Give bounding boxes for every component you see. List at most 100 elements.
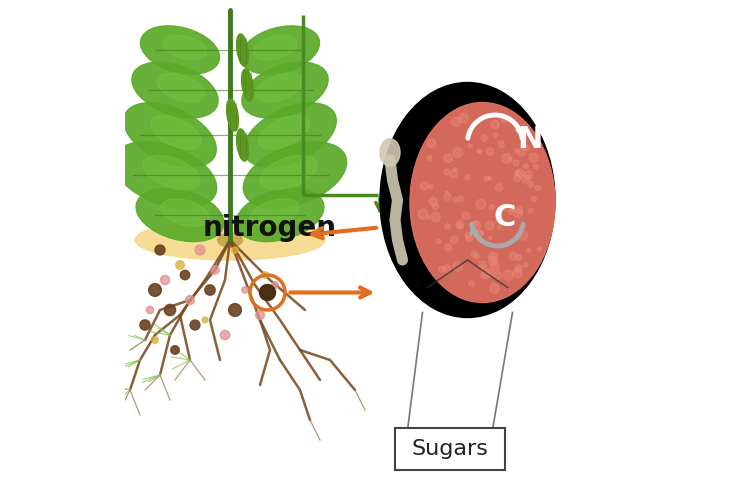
FancyBboxPatch shape xyxy=(395,428,505,470)
Circle shape xyxy=(465,175,470,180)
Circle shape xyxy=(477,230,484,237)
Circle shape xyxy=(436,239,441,244)
Circle shape xyxy=(509,158,512,162)
Circle shape xyxy=(536,185,541,190)
Circle shape xyxy=(180,270,190,280)
Circle shape xyxy=(160,276,170,284)
Circle shape xyxy=(513,268,522,278)
Circle shape xyxy=(489,252,497,261)
Circle shape xyxy=(152,336,158,344)
Circle shape xyxy=(478,261,487,269)
Circle shape xyxy=(211,266,219,274)
FancyArrowPatch shape xyxy=(290,288,370,298)
Ellipse shape xyxy=(236,129,248,161)
Circle shape xyxy=(516,206,523,214)
Circle shape xyxy=(531,196,536,202)
Circle shape xyxy=(488,176,491,180)
Circle shape xyxy=(533,164,538,169)
Circle shape xyxy=(420,182,428,190)
Circle shape xyxy=(484,176,489,181)
Ellipse shape xyxy=(132,62,218,118)
Circle shape xyxy=(509,209,513,214)
Circle shape xyxy=(471,251,477,257)
Circle shape xyxy=(490,120,500,129)
Circle shape xyxy=(459,113,468,122)
Circle shape xyxy=(456,220,464,228)
Circle shape xyxy=(488,236,492,240)
Text: Sugars: Sugars xyxy=(412,439,488,459)
Circle shape xyxy=(148,284,161,296)
Circle shape xyxy=(509,208,514,212)
Ellipse shape xyxy=(251,199,299,226)
Circle shape xyxy=(490,284,500,294)
Circle shape xyxy=(465,232,472,238)
Circle shape xyxy=(518,230,527,240)
Ellipse shape xyxy=(140,26,220,74)
Circle shape xyxy=(524,164,529,169)
Circle shape xyxy=(477,150,480,153)
Circle shape xyxy=(490,262,500,270)
Circle shape xyxy=(476,200,485,209)
Circle shape xyxy=(490,205,494,210)
Circle shape xyxy=(524,263,528,267)
Circle shape xyxy=(462,212,470,220)
Circle shape xyxy=(171,346,179,354)
Circle shape xyxy=(433,204,439,210)
Circle shape xyxy=(419,209,428,219)
Circle shape xyxy=(515,265,522,272)
Circle shape xyxy=(458,196,464,202)
Ellipse shape xyxy=(380,138,400,166)
Ellipse shape xyxy=(259,116,310,150)
Circle shape xyxy=(256,310,265,320)
Circle shape xyxy=(453,148,463,158)
Circle shape xyxy=(480,231,484,235)
Circle shape xyxy=(452,117,460,126)
Circle shape xyxy=(164,304,176,316)
Circle shape xyxy=(468,144,472,148)
Circle shape xyxy=(514,149,518,153)
Circle shape xyxy=(481,265,484,268)
Circle shape xyxy=(498,142,504,148)
Circle shape xyxy=(430,212,440,222)
Circle shape xyxy=(427,216,430,220)
Ellipse shape xyxy=(236,188,324,242)
Ellipse shape xyxy=(243,142,346,208)
Circle shape xyxy=(527,181,533,187)
Circle shape xyxy=(450,236,458,244)
Ellipse shape xyxy=(236,34,248,66)
Circle shape xyxy=(260,284,275,300)
Ellipse shape xyxy=(142,156,200,190)
Circle shape xyxy=(427,139,436,147)
Circle shape xyxy=(523,145,529,150)
Ellipse shape xyxy=(160,199,209,226)
Circle shape xyxy=(482,135,488,141)
Ellipse shape xyxy=(242,69,254,101)
Circle shape xyxy=(205,285,215,295)
Circle shape xyxy=(521,174,530,183)
Ellipse shape xyxy=(113,142,217,208)
Circle shape xyxy=(453,262,463,272)
Ellipse shape xyxy=(163,35,207,60)
Circle shape xyxy=(429,184,433,189)
Circle shape xyxy=(485,222,494,230)
Circle shape xyxy=(498,226,501,229)
Ellipse shape xyxy=(217,233,242,247)
Circle shape xyxy=(528,208,532,213)
Ellipse shape xyxy=(241,26,320,74)
Circle shape xyxy=(446,191,448,194)
Circle shape xyxy=(502,154,512,164)
Circle shape xyxy=(509,252,517,260)
Circle shape xyxy=(471,221,481,230)
Circle shape xyxy=(501,118,506,123)
Circle shape xyxy=(140,320,150,330)
Circle shape xyxy=(146,306,154,314)
Circle shape xyxy=(190,320,200,330)
Circle shape xyxy=(466,235,472,242)
Circle shape xyxy=(516,254,522,260)
Circle shape xyxy=(444,194,452,200)
Circle shape xyxy=(453,168,457,172)
Circle shape xyxy=(529,153,538,162)
Circle shape xyxy=(469,281,475,286)
Circle shape xyxy=(501,204,508,211)
Circle shape xyxy=(457,222,463,229)
